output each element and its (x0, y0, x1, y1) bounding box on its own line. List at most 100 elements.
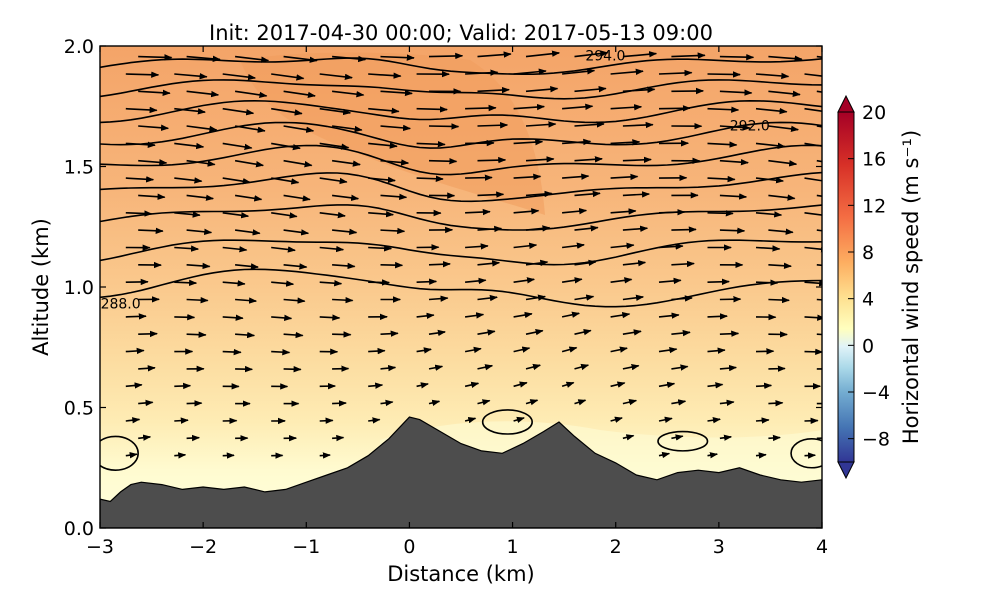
x-tick-label: −1 (292, 536, 320, 558)
wind-vector (707, 106, 740, 113)
wind-vector (368, 382, 384, 389)
wind-vector (610, 68, 644, 76)
wind-vector (610, 416, 623, 423)
wind-vector (562, 103, 594, 110)
wind-vector (513, 103, 545, 111)
y-tick-label: 1.5 (64, 157, 94, 179)
wind-vector (464, 381, 480, 389)
wind-vector (138, 159, 168, 166)
wind-vector (368, 176, 396, 184)
wind-vector (428, 261, 451, 268)
wind-vector (283, 55, 318, 63)
wind-vector (477, 51, 512, 58)
wind-vector (574, 50, 609, 58)
wind-vector (283, 229, 310, 236)
wind-vector (428, 158, 458, 165)
wind-vector (125, 141, 156, 148)
wind-vector (816, 229, 822, 232)
wind-vector (513, 208, 540, 215)
wind-vector (755, 245, 781, 252)
wind-vector (222, 348, 242, 356)
wind-vector (719, 227, 746, 234)
wind-vector (658, 346, 678, 354)
wind-vector (465, 277, 487, 285)
wind-vector (222, 212, 250, 219)
wind-vector (622, 86, 656, 93)
wind-vector (768, 159, 798, 167)
wind-vector (719, 399, 735, 407)
wind-vector (525, 190, 553, 198)
wind-vector (574, 328, 592, 336)
wind-vector (465, 139, 495, 147)
wind-vector (125, 382, 143, 389)
wind-vector (271, 107, 303, 116)
wind-vector (271, 73, 305, 81)
y-axis-ticks: 0.0 0.5 1.0 1.5 2.0 (64, 36, 822, 540)
wind-vector (574, 85, 607, 93)
wind-vector (283, 331, 304, 339)
wind-vector (332, 434, 345, 442)
wind-vector (319, 142, 350, 150)
wind-vector (513, 242, 538, 249)
wind-vector (562, 242, 585, 249)
wind-vector (283, 297, 306, 304)
x-axis-ticks: −3 −2 −1 0 1 2 3 4 (86, 46, 828, 558)
y-tick-label: 0.0 (64, 518, 94, 540)
wind-vector (755, 177, 784, 184)
wind-vector (671, 260, 695, 268)
wind-vector (574, 225, 599, 232)
wind-vector (513, 346, 531, 353)
wind-vector (125, 71, 160, 78)
wind-vector (428, 52, 464, 60)
wind-vector (283, 159, 313, 168)
wind-vector (707, 313, 728, 320)
wind-vector (186, 194, 214, 201)
wind-vector (465, 208, 491, 216)
wind-vector (222, 177, 251, 185)
wind-vector (622, 121, 654, 129)
wind-vector (707, 347, 726, 354)
wind-vector (465, 104, 497, 112)
wind-vector (768, 55, 803, 62)
wind-vector (513, 416, 525, 424)
wind-vector (610, 242, 635, 250)
wind-vector (186, 296, 209, 304)
closed-contour (100, 435, 139, 471)
wind-vector (319, 314, 341, 321)
wind-vector (138, 434, 152, 441)
wind-vector (574, 259, 597, 267)
wind-vector (671, 226, 697, 233)
isentrope-line (100, 99, 822, 124)
y-tick-label: 2.0 (64, 36, 94, 58)
wind-vector (319, 280, 343, 287)
wind-vector (622, 329, 642, 336)
wind-vector (622, 399, 638, 406)
wind-vector (125, 106, 158, 114)
wind-vector (719, 364, 737, 372)
wind-vector (755, 279, 779, 286)
isentrope-line (100, 121, 822, 149)
wind-vector (125, 176, 155, 183)
wind-vector (658, 312, 680, 319)
wind-vector (477, 399, 491, 406)
wind-vector (755, 107, 788, 115)
wind-vector (804, 142, 822, 147)
wind-vector (477, 225, 503, 233)
wind-vector (186, 125, 218, 133)
wind-vector (174, 417, 189, 424)
plot-area: 294.0 292.0 288.0 (100, 46, 822, 528)
wind-vector (513, 277, 535, 284)
wind-vector (804, 177, 822, 182)
wind-vector (428, 123, 460, 130)
wind-vector (464, 346, 482, 354)
colorbar: −8 −4 0 4 8 12 16 20 Horizontal wind speed (m s… (837, 94, 923, 480)
x-tick-label: −3 (86, 536, 114, 558)
wind-vector (138, 193, 166, 200)
wind-vector (234, 125, 266, 133)
contour-labels: 294.0 292.0 288.0 (101, 48, 770, 312)
wind-vector (816, 194, 822, 197)
wind-vector (513, 311, 533, 319)
wind-vector (671, 364, 689, 371)
wind-vector (271, 212, 298, 219)
